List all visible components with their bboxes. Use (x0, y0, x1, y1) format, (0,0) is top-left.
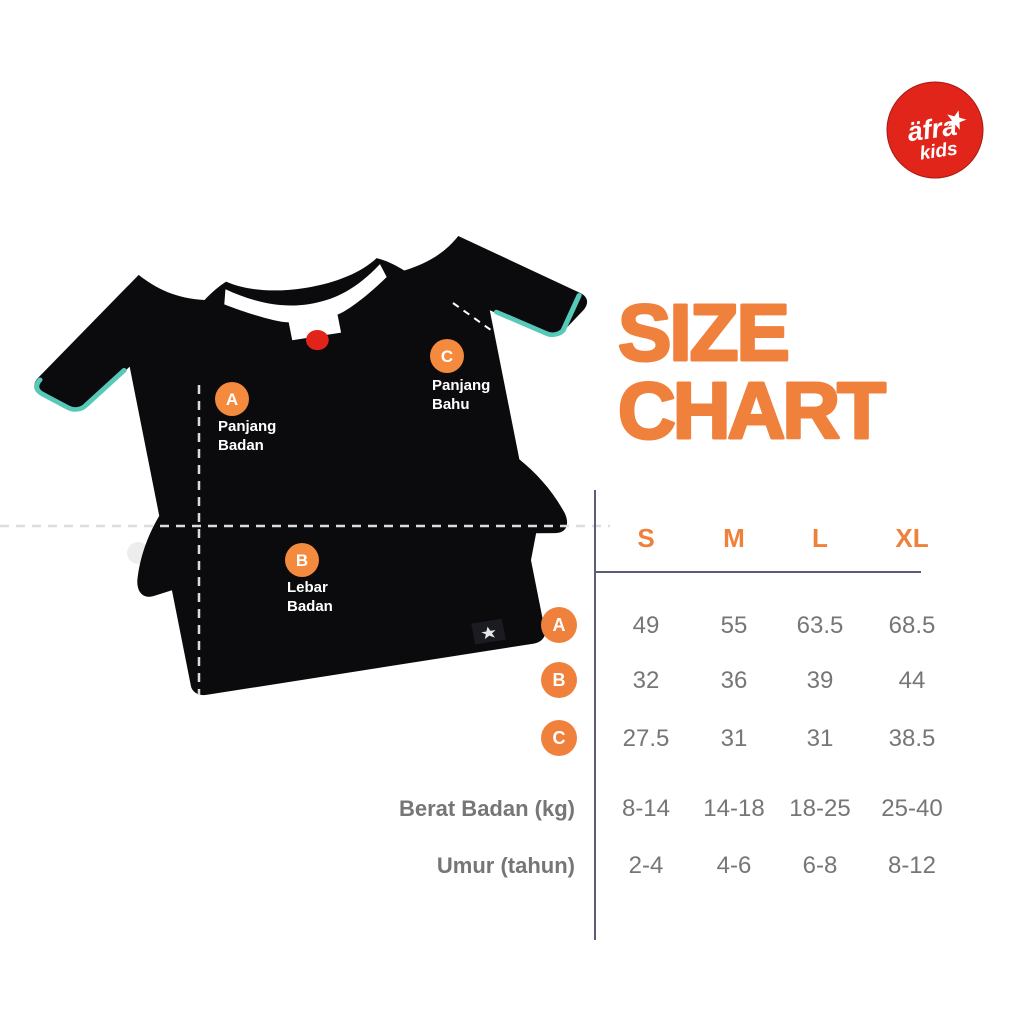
svg-text:25-40: 25-40 (881, 795, 942, 822)
svg-text:B: B (553, 670, 566, 690)
svg-text:A: A (553, 615, 566, 635)
svg-text:A: A (226, 390, 238, 409)
svg-text:31: 31 (721, 725, 748, 752)
svg-text:55: 55 (721, 612, 748, 639)
svg-text:32: 32 (633, 667, 660, 694)
svg-text:Badan: Badan (287, 598, 333, 615)
svg-text:Lebar: Lebar (287, 579, 328, 596)
svg-text:CHART: CHART (618, 366, 886, 448)
svg-text:31: 31 (807, 725, 834, 752)
svg-text:B: B (296, 551, 308, 570)
svg-text:38.5: 38.5 (889, 725, 936, 752)
svg-text:63.5: 63.5 (797, 612, 844, 639)
svg-text:Badan: Badan (218, 437, 264, 454)
svg-text:C: C (441, 347, 453, 366)
svg-text:L: L (812, 523, 828, 553)
svg-text:S: S (637, 523, 654, 553)
svg-text:4-6: 4-6 (717, 852, 752, 879)
svg-text:36: 36 (721, 667, 748, 694)
svg-text:68.5: 68.5 (889, 612, 936, 639)
svg-text:C: C (553, 728, 566, 748)
svg-text:6-8: 6-8 (803, 852, 838, 879)
svg-text:8-14: 8-14 (622, 795, 670, 822)
svg-text:Berat Badan (kg): Berat Badan (kg) (399, 796, 575, 821)
svg-text:Umur (tahun): Umur (tahun) (437, 853, 575, 878)
svg-text:SIZE: SIZE (618, 288, 788, 377)
svg-text:Panjang: Panjang (432, 377, 490, 394)
svg-text:44: 44 (899, 667, 926, 694)
svg-text:XL: XL (895, 523, 928, 553)
svg-text:39: 39 (807, 667, 834, 694)
svg-text:14-18: 14-18 (703, 795, 764, 822)
svg-text:49: 49 (633, 612, 660, 639)
svg-text:18-25: 18-25 (789, 795, 850, 822)
svg-text:M: M (723, 523, 745, 553)
svg-text:27.5: 27.5 (623, 725, 670, 752)
svg-text:8-12: 8-12 (888, 852, 936, 879)
svg-text:Panjang: Panjang (218, 418, 276, 435)
svg-text:Bahu: Bahu (432, 396, 470, 413)
svg-text:2-4: 2-4 (629, 852, 664, 879)
